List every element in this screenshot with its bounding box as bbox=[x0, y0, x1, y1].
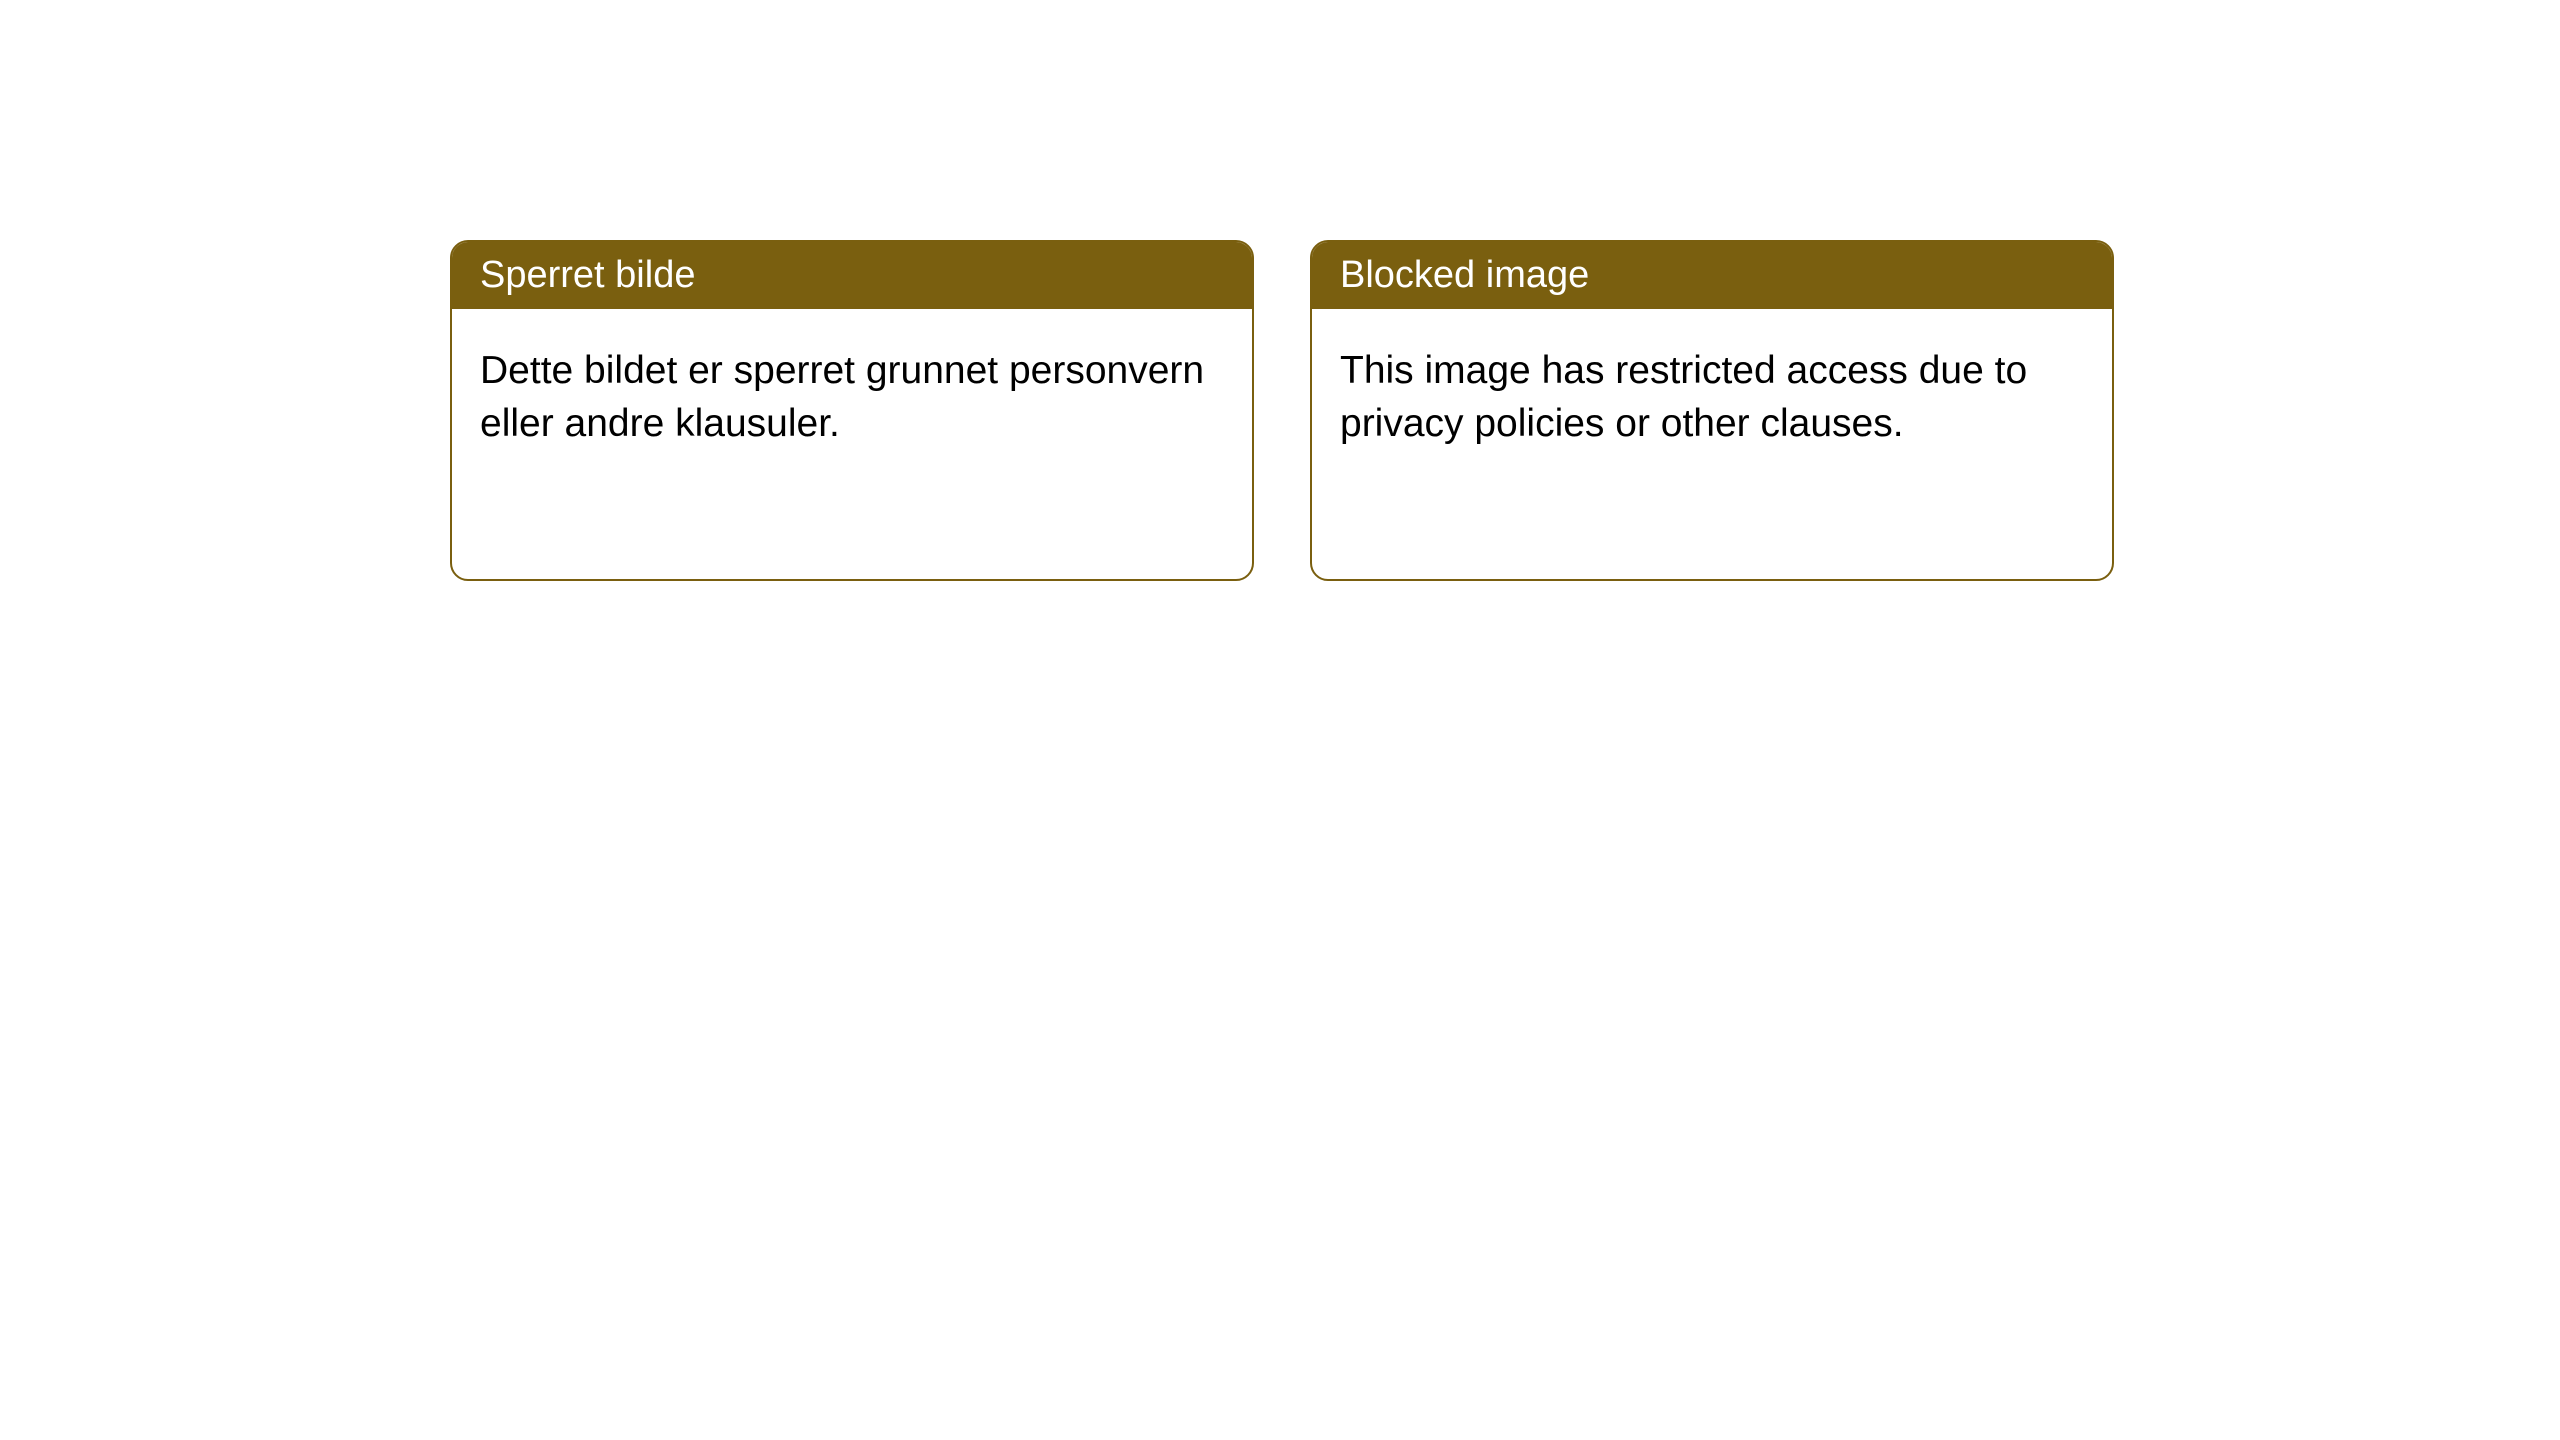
notice-header-english: Blocked image bbox=[1312, 242, 2112, 309]
notice-container: Sperret bilde Dette bildet er sperret gr… bbox=[0, 0, 2560, 581]
notice-text-norwegian: Dette bildet er sperret grunnet personve… bbox=[480, 349, 1204, 445]
notice-body-english: This image has restricted access due to … bbox=[1312, 309, 2112, 579]
notice-title-english: Blocked image bbox=[1340, 254, 1589, 296]
notice-header-norwegian: Sperret bilde bbox=[452, 242, 1252, 309]
notice-card-english: Blocked image This image has restricted … bbox=[1310, 240, 2114, 581]
notice-card-norwegian: Sperret bilde Dette bildet er sperret gr… bbox=[450, 240, 1254, 581]
notice-text-english: This image has restricted access due to … bbox=[1340, 349, 2027, 445]
notice-title-norwegian: Sperret bilde bbox=[480, 254, 695, 296]
notice-body-norwegian: Dette bildet er sperret grunnet personve… bbox=[452, 309, 1252, 579]
